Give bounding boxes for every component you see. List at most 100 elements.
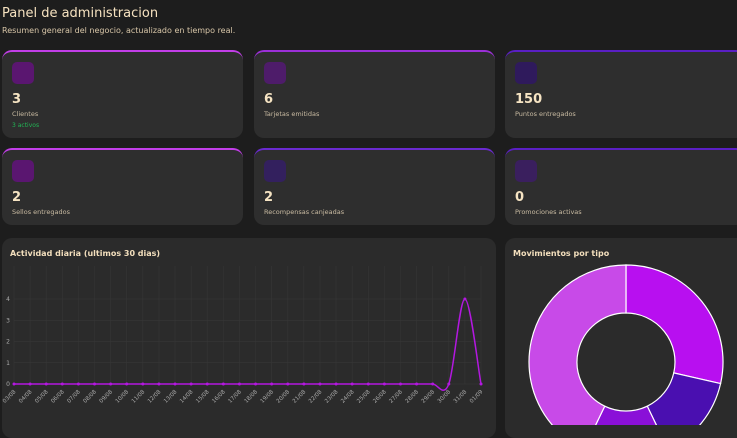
- y-tick-label: 3: [6, 317, 10, 324]
- donut-segment: [528, 264, 627, 425]
- point: [286, 382, 290, 386]
- point: [125, 382, 129, 386]
- y-tick-label: 4: [6, 296, 10, 303]
- card-icon: [12, 160, 34, 182]
- card-value: 0: [515, 190, 525, 205]
- x-tick-label: 07/08: [66, 389, 82, 405]
- x-tick-label: 20/08: [276, 389, 292, 405]
- point: [76, 382, 80, 386]
- data-line: [13, 298, 482, 391]
- point: [237, 382, 241, 386]
- card-label: Clientes: [12, 110, 39, 118]
- charts: Actividad diaria (ultimos 30 dias) 0 1 2 3 4 0…: [2, 249, 724, 425]
- x-tick-label: 06/08: [50, 389, 66, 405]
- card-value: 2: [264, 190, 274, 205]
- x-tick-label: 10/08: [115, 389, 131, 405]
- x-tick-label: 08/08: [82, 389, 98, 405]
- y-tick-label: 1: [6, 360, 10, 367]
- x-tick-label: 18/08: [244, 389, 260, 405]
- point: [350, 382, 354, 386]
- point: [205, 382, 209, 386]
- x-tick-label: 13/08: [163, 389, 179, 405]
- stat-card: 2 Recompensas canjeadas: [254, 148, 495, 225]
- x-tick-label: 31/08: [453, 389, 469, 405]
- donut-segment: [594, 405, 658, 425]
- x-tick-label: 26/08: [372, 389, 388, 405]
- donut-segment: [646, 372, 722, 425]
- x-tick-label: 24/08: [340, 389, 356, 405]
- point: [28, 382, 32, 386]
- point: [318, 382, 322, 386]
- x-tick-label: 19/08: [260, 389, 276, 405]
- x-tick-label: 23/08: [324, 389, 340, 405]
- card-label: Recompensas canjeadas: [264, 208, 345, 216]
- card-label: Tarjetas emitidas: [264, 110, 320, 118]
- y-tick-label: 0: [6, 381, 10, 388]
- stat-card: 2 Sellos entregados: [2, 148, 243, 225]
- point: [60, 382, 64, 386]
- point: [463, 297, 467, 301]
- card-note: 3 activos: [12, 122, 40, 129]
- stat-card: 3 Clientes 3 activos: [2, 50, 243, 138]
- x-tick-label: 21/08: [292, 389, 308, 405]
- point: [415, 382, 419, 386]
- point: [254, 382, 258, 386]
- page-subtitle: Resumen general del negocio, actualizado…: [2, 26, 236, 35]
- point: [157, 382, 161, 386]
- donut-segment: [625, 264, 724, 385]
- point: [93, 382, 97, 386]
- card-value: 6: [264, 92, 274, 107]
- x-tick-label: 04/08: [18, 389, 34, 405]
- x-tick-label: 05/08: [34, 389, 50, 405]
- x-tick-label: 14/08: [179, 389, 195, 405]
- card-label: Promociones activas: [515, 208, 582, 216]
- x-tick-label: 29/08: [421, 389, 437, 405]
- point: [12, 382, 16, 386]
- point: [221, 382, 225, 386]
- point: [44, 382, 48, 386]
- point: [189, 382, 193, 386]
- point: [334, 382, 338, 386]
- line-panel: [2, 238, 496, 438]
- point: [431, 382, 435, 386]
- x-tick-label: 11/08: [131, 389, 147, 405]
- x-tick-label: 12/08: [147, 389, 163, 405]
- dashboard: Panel de administracion Resumen general …: [1, 6, 737, 438]
- x-tick-label: 28/08: [405, 389, 421, 405]
- point: [141, 382, 145, 386]
- card-icon: [515, 62, 537, 84]
- point: [398, 382, 402, 386]
- x-tick-label: 16/08: [211, 389, 227, 405]
- y-tick-label: 2: [6, 339, 10, 346]
- card-icon: [515, 160, 537, 182]
- point: [270, 382, 274, 386]
- point: [302, 382, 306, 386]
- card-value: 150: [515, 92, 543, 107]
- card-icon: [12, 62, 34, 84]
- point: [366, 382, 370, 386]
- card-value: 2: [12, 190, 22, 205]
- point: [109, 382, 113, 386]
- card-value: 3: [12, 92, 22, 107]
- x-tick-label: 27/08: [388, 389, 404, 405]
- x-tick-label: 09/08: [99, 389, 115, 405]
- x-tick-label: 30/08: [437, 389, 453, 405]
- point: [479, 382, 483, 386]
- card-label: Sellos entregados: [12, 208, 70, 216]
- stat-card: 6 Tarjetas emitidas: [254, 50, 495, 138]
- card-icon: [264, 160, 286, 182]
- x-tick-label: 03/08: [2, 389, 18, 405]
- chart-title: Movimientos por tipo: [513, 249, 610, 258]
- card-icon: [264, 62, 286, 84]
- x-tick-label: 17/08: [227, 389, 243, 405]
- stat-card: 150 Puntos entregados: [505, 50, 737, 138]
- point: [447, 382, 451, 386]
- chart-title: Actividad diaria (ultimos 30 dias): [10, 249, 160, 258]
- point: [173, 382, 177, 386]
- page-title: Panel de administracion: [2, 6, 159, 21]
- x-tick-label: 22/08: [308, 389, 324, 405]
- x-tick-label: 25/08: [356, 389, 372, 405]
- x-tick-label: 15/08: [195, 389, 211, 405]
- stat-card: 0 Promociones activas: [505, 148, 737, 225]
- point: [382, 382, 386, 386]
